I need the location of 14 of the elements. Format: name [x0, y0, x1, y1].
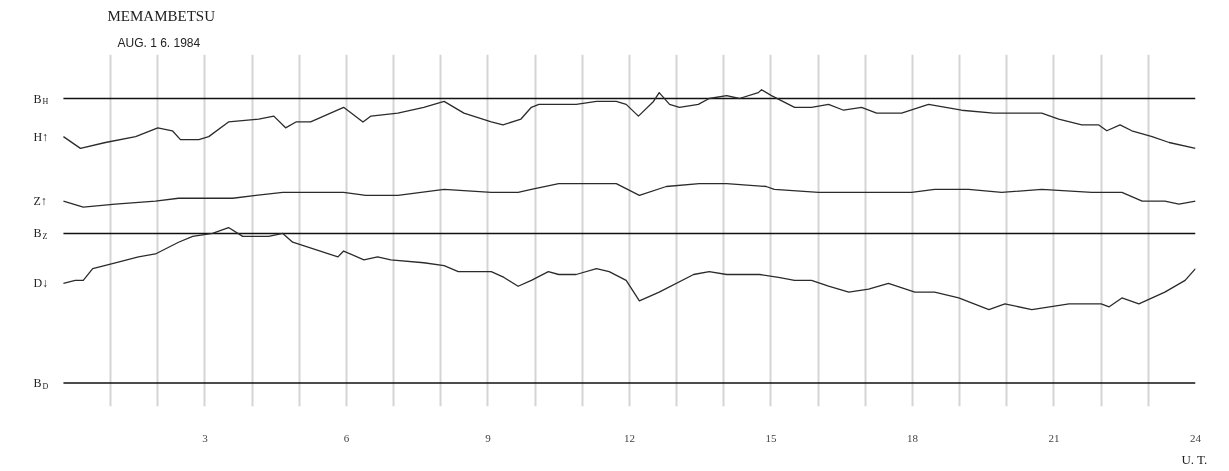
x-tick-label: 24: [1190, 431, 1202, 444]
x-tick-label: 15: [765, 431, 777, 444]
x-tick-label: 3: [202, 431, 209, 444]
x-tick-label: 12: [623, 431, 635, 444]
series-label: D↓: [33, 276, 49, 291]
series-label: H↑: [33, 129, 49, 144]
chart-title: MEMAMBETSU: [107, 7, 216, 24]
x-tick-label: 9: [485, 431, 492, 444]
x-tick-label: 18: [906, 431, 919, 444]
x-tick-label: 21: [1048, 431, 1060, 444]
x-tick-label: 6: [343, 431, 350, 444]
series-label: Z↑: [33, 194, 47, 209]
chart-subtitle: AUG. 1 6. 1984: [117, 35, 201, 50]
x-axis-title: U. T.: [1181, 451, 1208, 467]
